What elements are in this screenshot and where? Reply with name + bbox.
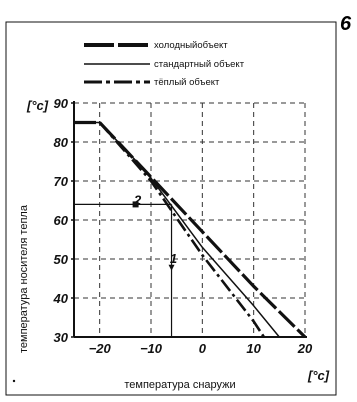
x-tick-label: −10 bbox=[140, 341, 163, 356]
y-tick-label: 50 bbox=[54, 252, 69, 267]
annotation-label: 2 bbox=[133, 192, 142, 207]
legend: холодныйобъект стандартный объект тёплый… bbox=[84, 40, 245, 88]
series-line-warm bbox=[74, 121, 265, 338]
y-tick-label: 80 bbox=[54, 135, 69, 150]
legend-label-cold: холодныйобъект bbox=[154, 40, 228, 51]
y-tick-label: 60 bbox=[54, 213, 69, 228]
figure-border bbox=[5, 21, 337, 396]
series-lines bbox=[74, 120, 307, 339]
y-axis-title: температура носителя тепла bbox=[18, 204, 30, 353]
legend-label-standard: стандартный объект bbox=[154, 59, 245, 70]
x-tick-label: 20 bbox=[297, 341, 313, 356]
y-unit-label: [°c] bbox=[26, 98, 49, 113]
x-axis-title: температура снаружи bbox=[124, 379, 235, 391]
tick-labels: 30 40 50 60 70 80 90 −20 −10 0 10 20 bbox=[53, 96, 313, 356]
corner-dot bbox=[12, 379, 16, 383]
x-tick-label: −20 bbox=[89, 341, 112, 356]
annotation-label: 1 bbox=[170, 251, 177, 266]
y-tick-label: 40 bbox=[53, 291, 69, 306]
annotations: 12 bbox=[133, 192, 177, 266]
horizontal-guide-marker bbox=[132, 201, 139, 208]
vertical-guide-arrow bbox=[168, 264, 175, 271]
series-line-standard bbox=[74, 121, 280, 338]
x-unit-label: [°c] bbox=[307, 368, 330, 383]
y-tick-label: 30 bbox=[54, 330, 69, 345]
figure-number: 6 bbox=[340, 13, 352, 35]
legend-label-warm: тёплый объект bbox=[154, 77, 220, 88]
reference-lines bbox=[74, 201, 175, 337]
x-tick-label: 0 bbox=[199, 341, 207, 356]
y-tick-label: 70 bbox=[54, 174, 69, 189]
y-tick-label: 90 bbox=[54, 96, 69, 111]
x-tick-label: 10 bbox=[246, 341, 261, 356]
